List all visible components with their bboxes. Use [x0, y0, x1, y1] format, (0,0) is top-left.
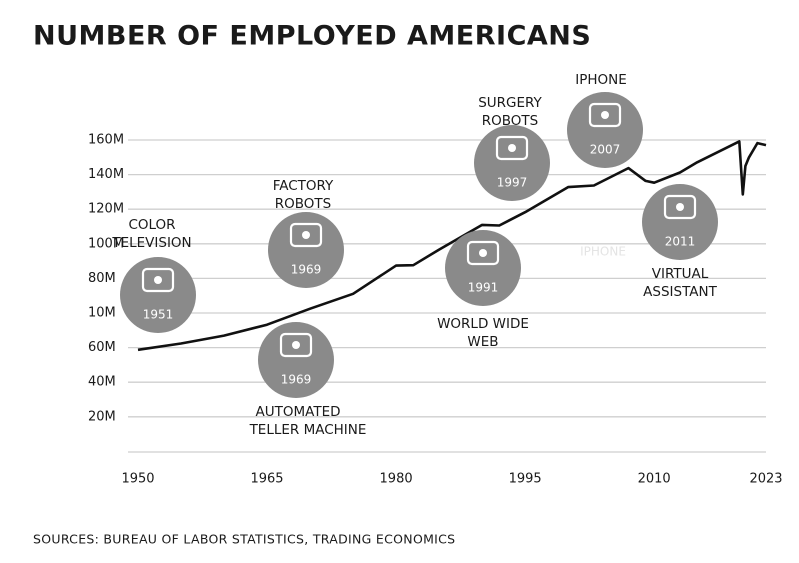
line — [137, 140, 767, 352]
event-year: 2007 — [590, 143, 621, 157]
event-icon-dot — [154, 276, 162, 284]
event-bubble — [642, 184, 718, 260]
event-caption: FACTORY — [273, 178, 334, 194]
x-tick-label: 2010 — [638, 472, 671, 487]
y-tick-label: 40M — [88, 375, 116, 390]
event-icon — [495, 135, 529, 161]
event-icon-dot — [302, 231, 310, 239]
event-year: 1969 — [281, 373, 312, 387]
event-icon — [588, 102, 622, 128]
x-tick-label: 1995 — [509, 472, 542, 487]
chart-title: NUMBER OF EMPLOYED AMERICANS — [33, 21, 591, 52]
event-year: 1951 — [143, 308, 174, 322]
x-tick-label: 1965 — [250, 472, 283, 487]
event-bubble — [445, 230, 521, 306]
event-icon — [279, 332, 313, 358]
y-tick-label: 10M — [88, 306, 116, 321]
event-year: 2011 — [665, 235, 696, 249]
event-icon — [141, 267, 175, 293]
event-year: 1991 — [468, 281, 499, 295]
event-caption: AUTOMATED — [256, 404, 341, 420]
x-tick-label: 2023 — [749, 472, 782, 487]
event-caption: ASSISTANT — [643, 284, 717, 300]
event-bubble — [268, 212, 344, 288]
event-caption: WEB — [467, 334, 498, 350]
event-caption: SURGERY — [478, 95, 542, 111]
event-caption: ROBOTS — [482, 113, 538, 129]
event-bubble — [474, 125, 550, 201]
event-caption: COLOR — [128, 217, 175, 233]
y-tick-label: 20M — [88, 409, 116, 424]
event-bubble — [567, 92, 643, 168]
event-bubble — [120, 257, 196, 333]
event-icon — [663, 194, 697, 220]
event-icon-dot — [676, 203, 684, 211]
y-tick-label: 60M — [88, 340, 116, 355]
event-icon-dot — [601, 111, 609, 119]
watermark: IPHONE — [580, 245, 626, 259]
x-tick-label: 1950 — [121, 472, 154, 487]
event-year: 1969 — [291, 263, 322, 277]
y-tick-label: 100M — [88, 236, 124, 251]
event-icon — [466, 240, 500, 266]
event-caption: VIRTUAL — [652, 266, 709, 282]
event-icon — [289, 222, 323, 248]
event-icon-dot — [292, 341, 300, 349]
source: SOURCES: BUREAU OF LABOR STATISTICS, TRA… — [33, 532, 455, 547]
event-icon-dot — [479, 249, 487, 257]
event-caption: TELLER MACHINE — [249, 422, 367, 438]
event-caption: TELEVISION — [111, 235, 191, 251]
y-tick-label: 120M — [88, 202, 124, 217]
event-caption: IPHONE — [575, 72, 627, 88]
y-tick-label: 80M — [88, 271, 116, 286]
y-tick-label: 140M — [88, 167, 124, 182]
y-tick-label: 160M — [88, 133, 124, 148]
x-tick-label: 1980 — [380, 472, 413, 487]
event-caption: ROBOTS — [275, 196, 331, 212]
event-icon-dot — [508, 144, 516, 152]
event-year: 1997 — [497, 176, 528, 190]
event-caption: WORLD WIDE — [437, 316, 529, 332]
event-bubble — [258, 322, 334, 398]
